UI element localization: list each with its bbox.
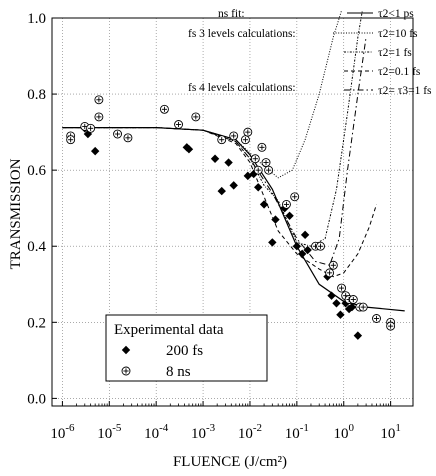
curve-dashdot-fine — [62, 10, 363, 247]
x-tick-label: 10-2 — [238, 422, 262, 442]
point-8ns — [243, 127, 253, 137]
point-200fs — [249, 169, 258, 179]
point-8ns — [316, 241, 325, 251]
axes — [51, 17, 414, 407]
point-200fs — [229, 181, 238, 190]
legend-label-8ns: 8 ns — [166, 364, 191, 380]
point-8ns — [159, 104, 169, 114]
point-8ns — [113, 129, 122, 139]
legend-marker-200fs — [121, 345, 131, 355]
point-200fs — [353, 331, 363, 340]
point-8ns — [240, 135, 250, 145]
point-8ns — [261, 158, 271, 167]
point-8ns — [348, 295, 358, 304]
point-8ns — [328, 260, 338, 270]
x-tick-label: 10-1 — [285, 422, 309, 442]
point-8ns — [191, 112, 201, 122]
curve-dashdot — [62, 36, 367, 266]
point-8ns — [250, 154, 260, 164]
point-8ns — [386, 321, 396, 331]
point-200fs — [303, 245, 312, 255]
legend-label-200fs: 200 fs — [166, 343, 203, 359]
tick-labels: 0.0 0.2 0.4 0.6 0.8 1.0 10-6 10-5 10-4 10-3 10-2 10… — [27, 11, 401, 442]
y-tick-label: 0.8 — [27, 87, 46, 103]
point-8ns — [337, 283, 347, 293]
x-tick-label: 100 — [333, 422, 354, 442]
x-tick-label: 10-4 — [144, 422, 169, 442]
point-8ns — [264, 165, 274, 175]
point-200fs — [297, 249, 307, 259]
y-tick-label: 0.6 — [27, 163, 46, 179]
model-curves — [62, 10, 405, 312]
x-tick-label: 101 — [380, 422, 401, 442]
point-200fs — [300, 230, 310, 240]
annotation-ns-fit: ns fit: — [218, 8, 245, 20]
curve-dotted — [62, 10, 343, 179]
point-8ns — [66, 135, 76, 145]
curve-solid — [62, 127, 405, 312]
legend-box — [105, 314, 268, 382]
point-8ns — [123, 133, 133, 143]
legend-label-tau2-tau3-1fs: τ2= τ3=1 fs — [378, 85, 432, 97]
x-tick-label: 10-3 — [191, 422, 216, 442]
point-200fs — [90, 146, 100, 156]
point-8ns — [217, 135, 227, 145]
annotation-fs4: fs 4 levels calculations: — [188, 82, 296, 94]
y-tick-label: 0.4 — [27, 239, 46, 255]
point-200fs — [327, 291, 336, 300]
point-8ns — [94, 112, 104, 122]
x-tick-label: 10-5 — [97, 422, 122, 442]
point-200fs — [184, 145, 194, 154]
point-200fs — [217, 186, 226, 196]
y-axis-title: TRANSMISSION — [8, 158, 24, 269]
curve-legend: τ2<1 ps τ2=10 fs τ2=1 fs τ2=0.1 fs τ2= τ… — [333, 8, 432, 97]
point-8ns — [253, 165, 263, 175]
experimental-data-legend: Experimental data 200 fs 8 ns — [105, 314, 268, 382]
point-200fs — [285, 211, 294, 221]
point-200fs — [224, 158, 233, 167]
point-8ns — [325, 268, 335, 278]
point-200fs — [332, 299, 341, 308]
legend-label-tau2-1fs: τ2=1 fs — [378, 47, 412, 59]
point-8ns — [290, 192, 300, 202]
y-tick-label: 1.0 — [27, 11, 46, 27]
point-8ns — [257, 142, 267, 152]
annotation-fs3: fs 3 levels calculations: — [188, 28, 296, 40]
point-200fs — [271, 215, 280, 224]
legend-title: Experimental data — [114, 322, 224, 338]
point-8ns — [174, 120, 184, 129]
legend-marker-8ns — [121, 366, 131, 376]
y-tick-label: 0.2 — [27, 315, 46, 331]
curve-dashed — [62, 127, 377, 278]
legend-diamond-marker — [121, 345, 131, 355]
y-tick-label: 0.0 — [27, 391, 46, 407]
point-8ns — [86, 123, 96, 133]
point-8ns — [358, 302, 368, 312]
legend-label-tau2-lt-1ps: τ2<1 ps — [378, 8, 414, 20]
point-8ns — [229, 131, 239, 141]
legend-label-tau2-10fs: τ2=10 fs — [378, 28, 418, 40]
point-200fs — [347, 302, 357, 312]
point-200fs — [336, 310, 345, 319]
point-8ns — [281, 199, 291, 209]
legend-label-tau2-0.1fs: τ2=0.1 fs — [378, 66, 421, 78]
point-200fs — [210, 154, 220, 163]
point-200fs — [268, 238, 277, 247]
point-200fs — [259, 200, 269, 209]
x-axis-title: FLUENCE (J/cm²) — [173, 454, 287, 470]
point-200fs — [254, 183, 263, 192]
point-200fs — [292, 242, 302, 251]
legend-circle-plus-marker — [121, 366, 131, 376]
x-tick-label: 10-6 — [50, 422, 75, 442]
point-8ns — [94, 95, 104, 105]
point-8ns — [372, 314, 381, 323]
plot-frame — [51, 17, 414, 407]
data-points — [66, 95, 396, 340]
